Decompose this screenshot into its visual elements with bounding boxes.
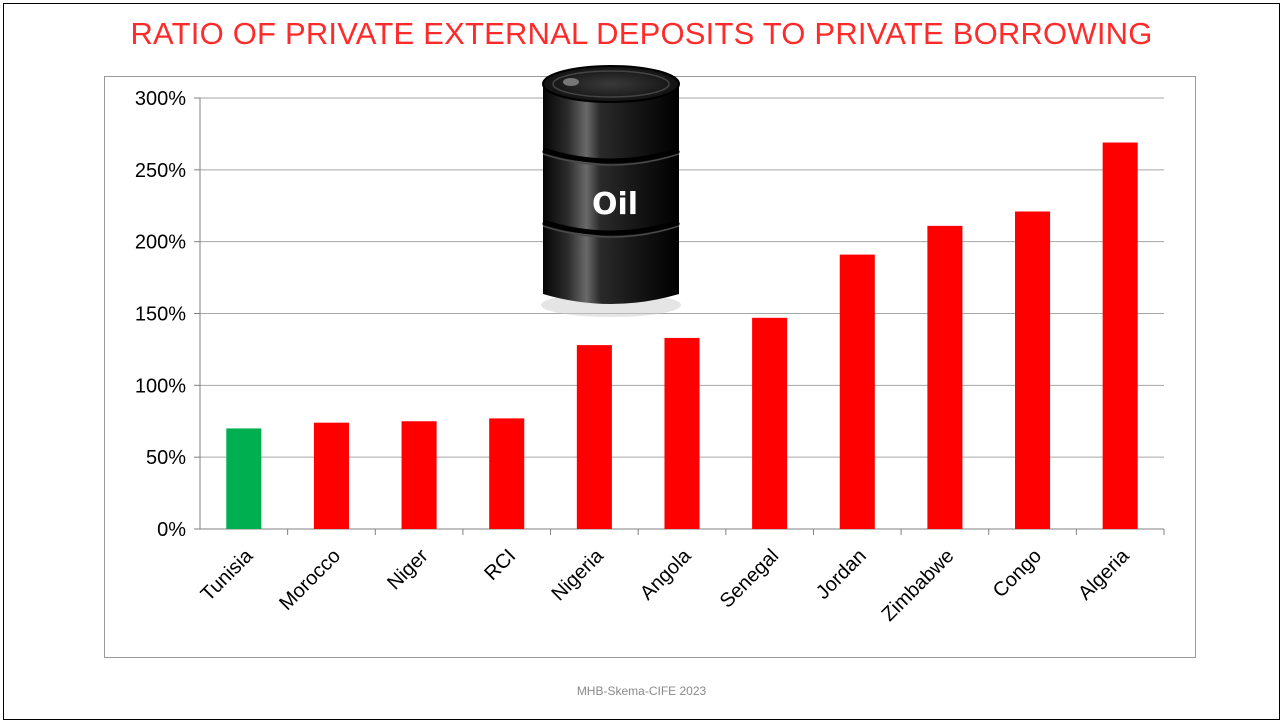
bar-congo [1015, 211, 1051, 529]
x-tick-label: Algeria [1074, 544, 1134, 604]
bar-chart: 0% 50% 100% 150% 200% 250% 300% Tunisia Morocco N… [135, 65, 1165, 626]
x-tick-label: Nigeria [548, 544, 609, 605]
slide: RATIO OF PRIVATE EXTERNAL DEPOSITS TO PR… [3, 3, 1280, 720]
y-tick-label: 150% [135, 304, 186, 326]
slide-title: RATIO OF PRIVATE EXTERNAL DEPOSITS TO PR… [130, 16, 1153, 51]
oil-barrel-icon: Oil [541, 65, 681, 317]
gridlines [200, 97, 1164, 458]
bar-senegal [752, 317, 788, 529]
bars [226, 142, 1138, 529]
x-tick-label: Angola [636, 544, 696, 604]
bar-niger [401, 421, 437, 529]
y-tick-label: 100% [135, 375, 186, 397]
x-tick-label: Tunisia [197, 544, 258, 605]
x-tick-label: Morocco [275, 545, 345, 615]
bar-nigeria [576, 345, 612, 529]
bar-tunisia [226, 428, 262, 529]
y-tick-label: 0% [157, 519, 186, 541]
x-tick-label: Senegal [716, 545, 783, 612]
y-tick-label: 50% [146, 447, 186, 469]
y-tick-label: 200% [135, 232, 186, 254]
bar-angola [664, 337, 700, 529]
x-tick-label: Jordan [812, 545, 871, 604]
x-tick-label: RCI [480, 545, 520, 585]
x-tick-label: Congo [989, 545, 1046, 602]
bar-rci [489, 418, 525, 529]
y-tick-label: 250% [135, 160, 186, 182]
oil-barrel-label: Oil [592, 187, 638, 222]
x-tick-label: Zimbabwe [878, 545, 959, 626]
bar-zimbabwe [927, 225, 963, 529]
slide-footer: MHB-Skema-CIFE 2023 [576, 684, 707, 698]
y-tick-label: 300% [135, 88, 186, 110]
x-tick-label: Niger [383, 545, 433, 595]
bar-morocco [313, 422, 349, 529]
bar-algeria [1102, 142, 1138, 529]
bar-jordan [839, 254, 875, 529]
